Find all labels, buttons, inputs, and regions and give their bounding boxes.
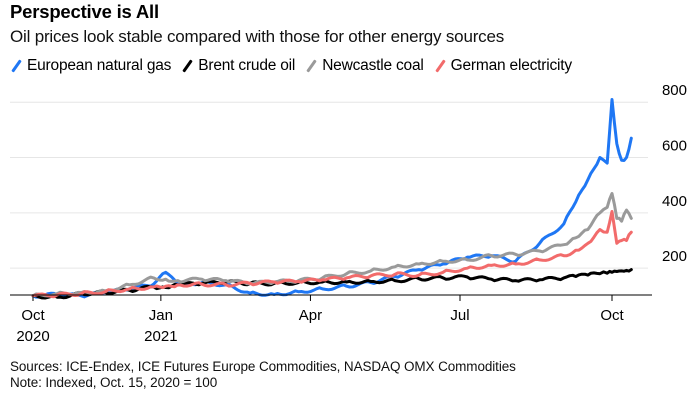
x-tick-label: Jan [149,307,173,324]
legend: European natural gas Brent crude oil New… [10,57,582,75]
legend-item-newcastle-coal: Newcastle coal [305,57,424,75]
legend-label: Newcastle coal [322,57,424,74]
legend-item-european-natural-gas: European natural gas [10,57,171,75]
chart-title: Perspective is All [10,1,159,22]
sources-text: Sources: ICE-Endex, ICE Futures Europe C… [10,359,516,374]
y-tick-label-400: 400 [662,193,687,210]
legend-item-brent-crude-oil: Brent crude oil [181,57,295,75]
x-tick-label: Oct [600,307,624,324]
legend-item-german-electricity: German electricity [434,57,572,75]
x-tick-label: Jul [450,307,469,324]
series-lines [31,98,633,300]
y-tick-label-200: 200 [662,248,687,265]
y-axis-labels: 200 400 600 800 [662,82,687,265]
x-tick-label: Oct [21,307,45,324]
legend-label: European natural gas [27,57,172,74]
note-text: Note: Indexed, Oct. 15, 2020 = 100 [10,375,218,390]
series-line-brent-crude-oil [31,268,633,300]
gridlines [10,101,648,269]
series-line-european-natural-gas [31,98,633,299]
legend-label: Brent crude oil [198,57,296,74]
y-tick-label-800: 800 [662,82,687,99]
y-tick-label-600: 600 [662,138,687,155]
x-tick-label: Apr [299,307,322,324]
x-tick-year-label: 2021 [144,328,177,345]
legend-label: German electricity [450,57,572,74]
x-tick-year-label: 2020 [16,328,49,345]
series-line-german-electricity [31,210,633,299]
x-axis: Oct 2020 Jan 2021 Apr Jul Oct [10,294,652,345]
chart-subtitle: Oil prices look stable compared with tho… [10,27,505,46]
footer: Sources: ICE-Endex, ICE Futures Europe C… [10,359,516,391]
